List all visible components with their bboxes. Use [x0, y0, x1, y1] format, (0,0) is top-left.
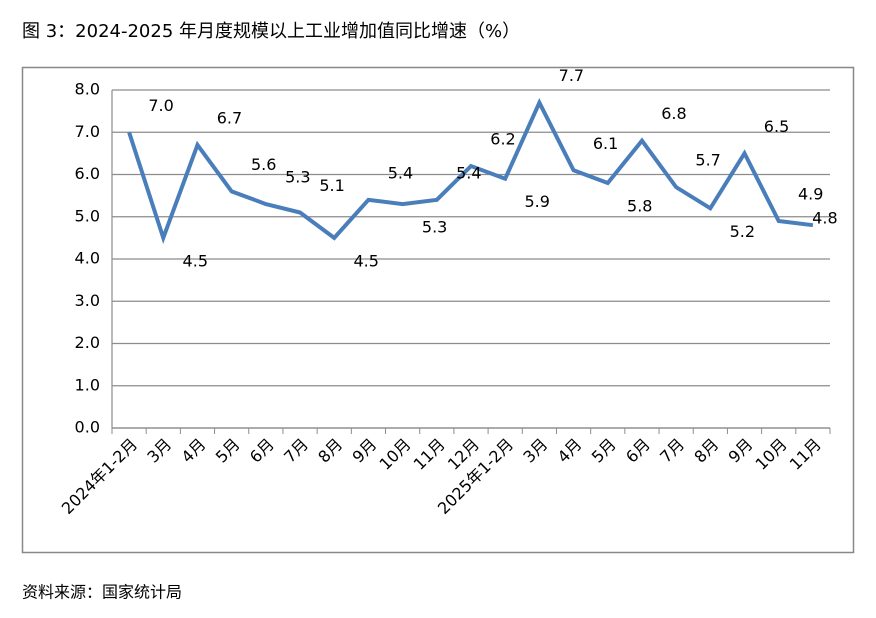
y-tick-label: 7.0: [75, 122, 100, 141]
source-note: 资料来源：国家统计局: [22, 583, 182, 602]
y-tick-label: 2.0: [75, 333, 100, 352]
x-tick-label: 4月: [178, 435, 210, 467]
data-label: 4.9: [798, 184, 823, 203]
x-tick-label: 7月: [656, 435, 688, 467]
x-tick-label: 11月: [410, 435, 449, 474]
y-tick-label: 4.0: [75, 249, 100, 268]
x-tick-label: 2024年1-2月: [58, 435, 141, 518]
data-label: 5.3: [285, 168, 310, 187]
data-label: 5.2: [730, 222, 755, 241]
data-label: 6.7: [217, 108, 242, 127]
data-label: 5.7: [695, 151, 720, 170]
x-tick-label: 4月: [554, 435, 586, 467]
data-label: 4.8: [812, 209, 837, 228]
x-tick-label: 10月: [752, 435, 791, 474]
x-tick-label: 8月: [690, 435, 722, 467]
x-tick-label: 10月: [375, 435, 414, 474]
y-tick-label: 1.0: [75, 375, 100, 394]
x-tick-label: 6月: [622, 435, 654, 467]
chart-frame: [21, 66, 855, 554]
x-tick-label: 8月: [314, 435, 346, 467]
x-tick-label: 5月: [588, 435, 620, 467]
data-label: 5.6: [251, 155, 276, 174]
data-label: 6.8: [661, 104, 686, 123]
y-tick-label: 0.0: [75, 418, 100, 437]
data-label: 5.9: [524, 192, 549, 211]
data-line: [127, 98, 814, 244]
chart-title: 图 3：2024-2025 年月度规模以上工业增加值同比增速（%）: [22, 21, 520, 42]
data-label: 6.2: [490, 130, 515, 149]
data-label: 7.7: [559, 66, 584, 85]
x-tick-label: 11月: [786, 435, 825, 474]
data-label: 5.8: [627, 196, 652, 215]
data-label: 4.5: [354, 251, 379, 270]
y-tick-label: 5.0: [75, 206, 100, 225]
data-label: 7.0: [148, 96, 173, 115]
y-tick-label: 6.0: [75, 164, 100, 183]
x-tick-label: 7月: [280, 435, 312, 467]
data-label: 6.1: [593, 134, 618, 153]
data-label: 5.4: [456, 163, 481, 182]
data-label: 6.5: [764, 117, 789, 136]
y-tick-label: 3.0: [75, 291, 100, 310]
x-tick-label: 6月: [246, 435, 278, 467]
x-tick-label: 3月: [519, 435, 551, 467]
data-label: 4.5: [183, 251, 208, 270]
x-tick-label: 5月: [212, 435, 244, 467]
x-tick-label: 3月: [143, 435, 175, 467]
data-label: 5.4: [388, 163, 413, 182]
data-label: 5.1: [319, 176, 344, 195]
data-label: 5.3: [422, 218, 447, 237]
y-tick-label: 8.0: [75, 80, 100, 99]
